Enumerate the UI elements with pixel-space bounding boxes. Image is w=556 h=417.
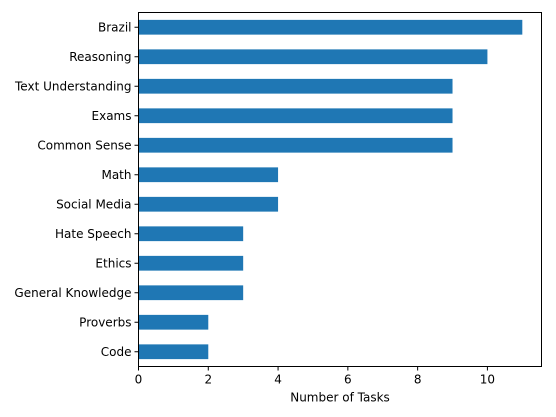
- x-axis-label: Number of Tasks: [290, 391, 390, 405]
- category-label: Common Sense: [37, 138, 131, 152]
- bar-hate-speech: [138, 226, 244, 242]
- category-label: Brazil: [98, 20, 132, 34]
- category-label: Code: [101, 345, 132, 359]
- category-label: Exams: [92, 109, 132, 123]
- x-tick-label: 0: [135, 373, 143, 387]
- bar-text-understanding: [138, 78, 453, 94]
- x-tick-label: 2: [204, 373, 212, 387]
- bar-reasoning: [138, 49, 488, 65]
- bar-common-sense: [138, 137, 453, 153]
- bar-social-media: [138, 196, 279, 212]
- category-label: Ethics: [95, 256, 131, 270]
- bar-proverbs: [138, 314, 209, 330]
- category-label: General Knowledge: [14, 286, 131, 300]
- category-labels: Brazil Reasoning Text Understanding Exams Co…: [14, 20, 139, 359]
- x-axis-ticks: 0 2 4 6 8 10: [135, 366, 495, 387]
- bar-code: [138, 344, 209, 360]
- category-label: Proverbs: [79, 315, 131, 329]
- category-label: Social Media: [56, 197, 131, 211]
- x-tick-label: 10: [480, 373, 495, 387]
- bars-group: [138, 19, 523, 360]
- category-label: Text Understanding: [14, 79, 132, 93]
- bar-exams: [138, 108, 453, 124]
- bar-ethics: [138, 255, 244, 271]
- x-tick-label: 8: [414, 373, 422, 387]
- bar-general-knowledge: [138, 285, 244, 301]
- bar-math: [138, 167, 279, 183]
- x-tick-label: 4: [274, 373, 282, 387]
- category-label: Math: [101, 168, 131, 182]
- plot-frame: [138, 12, 542, 367]
- x-tick-label: 6: [344, 373, 352, 387]
- bar-brazil: [138, 19, 523, 35]
- category-label: Hate Speech: [55, 227, 131, 241]
- category-label: Reasoning: [69, 50, 131, 64]
